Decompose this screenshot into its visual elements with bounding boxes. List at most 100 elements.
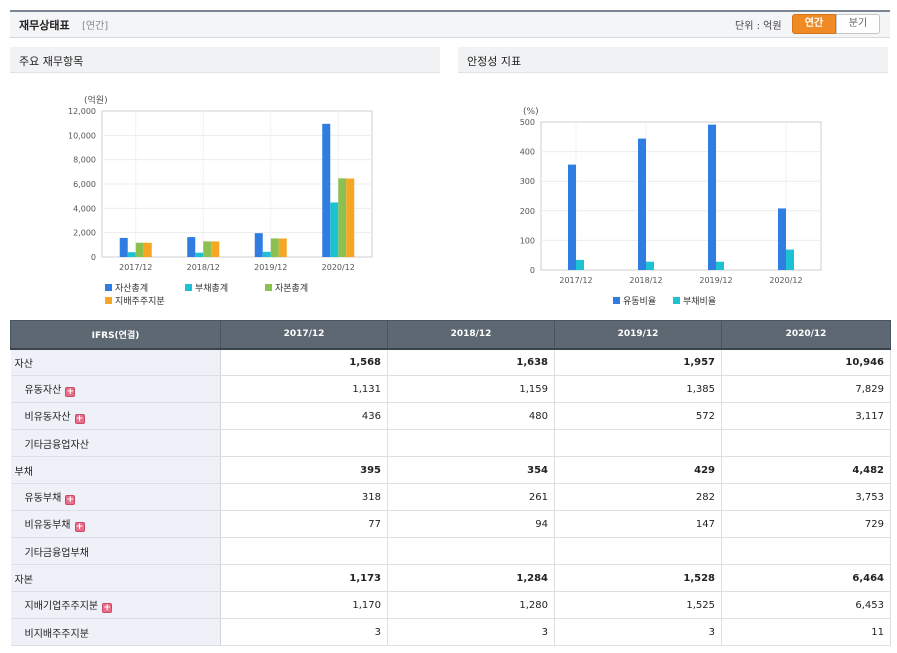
row-label-cell[interactable]: 비유동부채 + [10,510,221,538]
value-cell: 147 [554,510,722,538]
expand-icon[interactable]: + [74,522,85,532]
row-label: 비지배주주지분 [24,628,89,640]
row-label-cell[interactable]: 유동부채 + [10,483,221,511]
legend-swatch [105,284,112,291]
value-cell: 1,170 [220,591,388,619]
column-header: 2019/12 [554,320,722,350]
period-subtitle: [연간] [82,21,109,32]
row-label: 지배기업주주지분 [24,601,99,612]
value-cell: 1,173 [220,564,388,592]
y-tick-label: 300 [520,177,535,186]
table-row: 부채 395 354 429 4,482 [10,456,891,484]
x-tick-label: 2017/12 [119,263,152,272]
plot-area [540,121,822,271]
table-row: 비유동자산 +436 480 572 3,117 [10,402,891,430]
value-cell: 1,568 [220,348,388,376]
value-cell: 1,280 [387,591,555,619]
value-cell: 1,525 [554,591,722,619]
row-label-cell[interactable]: 지배기업주주지분 + [10,591,221,619]
stability-panel-header: 안정성 지표 [458,47,888,73]
bar [330,202,339,257]
table-row: 비유동부채 +77 94 147 729 [10,510,891,538]
y-tick-label: 200 [520,207,535,216]
y-tick-label: 12,000 [68,107,96,116]
bar [203,241,212,257]
legend-label: 부채총계 [195,282,228,294]
y-tick-label: 0 [91,253,96,262]
value-cell: 429 [554,456,722,484]
row-label: 부채 [14,466,33,478]
y-tick-label: 6,000 [73,180,96,189]
column-header: IFRS(연결) [10,320,221,350]
bar [322,123,331,257]
x-tick-label: 2019/12 [254,263,287,272]
row-label-cell: 자산 [10,348,221,376]
bar [211,241,220,257]
expand-icon[interactable]: + [102,603,113,613]
bar [254,233,263,257]
bar [646,261,654,270]
bar [143,242,152,257]
row-label: 비유동자산 [24,412,71,423]
value-cell: 6,453 [721,591,891,619]
x-tick-label: 2020/12 [322,263,355,272]
y-tick-label: 2,000 [73,229,96,238]
value-cell: 7,829 [721,375,891,403]
value-cell: 10,946 [721,348,891,376]
table-row: 유동자산 +1,131 1,159 1,385 7,829 [10,375,891,403]
x-tick-label: 2017/12 [559,276,592,285]
value-cell: 1,638 [387,348,555,376]
row-label-cell[interactable]: 유동자산 + [10,375,221,403]
row-label: 비유동부채 [24,520,71,531]
bar [568,164,576,270]
legend-label: 자산총계 [115,282,148,294]
y-tick-label: 100 [520,236,535,245]
expand-icon[interactable]: + [65,495,76,505]
legend-swatch [265,284,272,291]
value-cell: 480 [387,402,555,430]
expand-icon[interactable]: + [65,387,76,397]
bar [708,124,716,270]
unit-label: (%) [523,107,539,117]
bar [786,249,794,270]
y-tick-label: 0 [530,266,535,275]
table-row: 지배기업주주지분 +1,170 1,280 1,525 6,453 [10,591,891,619]
section-header: 재무상태표 [연간] 단위 : 억원 연간 분기 [10,10,890,38]
value-cell: 4,482 [721,456,891,484]
row-label-cell[interactable]: 비유동자산 + [10,402,221,430]
value-cell: 1,159 [387,375,555,403]
x-tick-label: 2020/12 [769,276,802,285]
value-cell: 3,753 [721,483,891,511]
table-row: 비지배주주지분 3 3 3 11 [10,618,891,646]
tab-annual[interactable]: 연간 [792,14,836,34]
table-row: 기타금융업자산 [10,429,891,457]
value-cell: 261 [387,483,555,511]
row-label: 기타금융업자산 [24,439,89,451]
value-cell: 1,131 [220,375,388,403]
y-tick-label: 8,000 [73,156,96,165]
x-tick-label: 2019/12 [699,276,732,285]
value-cell: 572 [554,402,722,430]
unit-label: 단위 : 억원 [735,21,782,32]
expand-icon[interactable]: + [74,414,85,424]
table-row: 유동부채 +318 261 282 3,753 [10,483,891,511]
row-label-cell: 자본 [10,564,221,592]
bar [187,237,196,257]
value-cell: 3 [554,618,722,646]
bar [127,252,136,257]
value-cell: 1,385 [554,375,722,403]
value-cell: 436 [220,402,388,430]
tab-quarterly[interactable]: 분기 [836,14,880,34]
value-cell: 3 [220,618,388,646]
bar [638,138,646,270]
legend-label: 유동비율 [623,296,656,307]
major-items-panel-header: 주요 재무항목 [10,47,440,73]
value-cell [721,429,891,457]
value-cell: 3,117 [721,402,891,430]
x-tick-label: 2018/12 [187,263,220,272]
row-label-cell: 비지배주주지분 [10,618,221,646]
value-cell [220,537,388,565]
row-label-cell: 부채 [10,456,221,484]
legend-label: 부채비율 [683,296,716,307]
y-tick-label: 4,000 [73,204,96,213]
